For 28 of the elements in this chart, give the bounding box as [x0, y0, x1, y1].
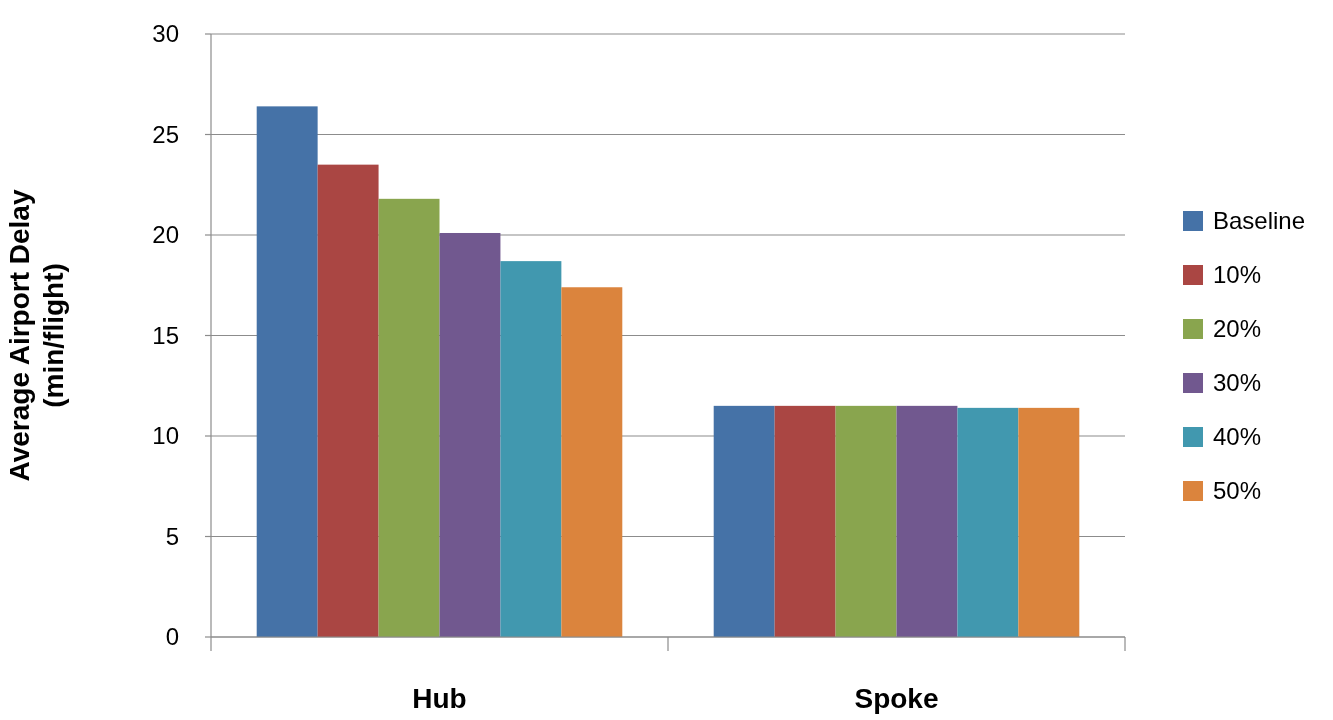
bar [896, 405, 958, 637]
bar [256, 106, 318, 637]
y-tick-label: 20 [152, 221, 179, 249]
bar [774, 405, 836, 637]
bar [378, 198, 440, 637]
bar [835, 405, 897, 637]
bar [439, 232, 501, 637]
legend-label: Baseline [1213, 207, 1306, 235]
legend-label: 40% [1213, 423, 1262, 451]
x-tick-label: Spoke [854, 683, 939, 714]
bar [317, 164, 379, 637]
bar [957, 407, 1019, 637]
x-tick-label: Hub [412, 683, 467, 714]
legend-label: 30% [1213, 369, 1262, 397]
y-tick-label: 25 [152, 120, 179, 148]
bar [1018, 407, 1080, 637]
bar [500, 261, 562, 637]
bar [713, 405, 775, 637]
legend-label: 10% [1213, 261, 1262, 289]
y-tick-label: 0 [165, 623, 179, 651]
y-tick-label: 5 [165, 522, 179, 550]
y-tick-label: 15 [152, 321, 179, 349]
bar [561, 287, 623, 637]
y-tick-label: 30 [152, 20, 179, 48]
legend-label: 50% [1213, 477, 1262, 505]
y-tick-label: 10 [152, 422, 179, 450]
legend-label: 20% [1213, 315, 1262, 343]
y-axis-title: Average Airport Delay (min/flight) [4, 189, 69, 482]
